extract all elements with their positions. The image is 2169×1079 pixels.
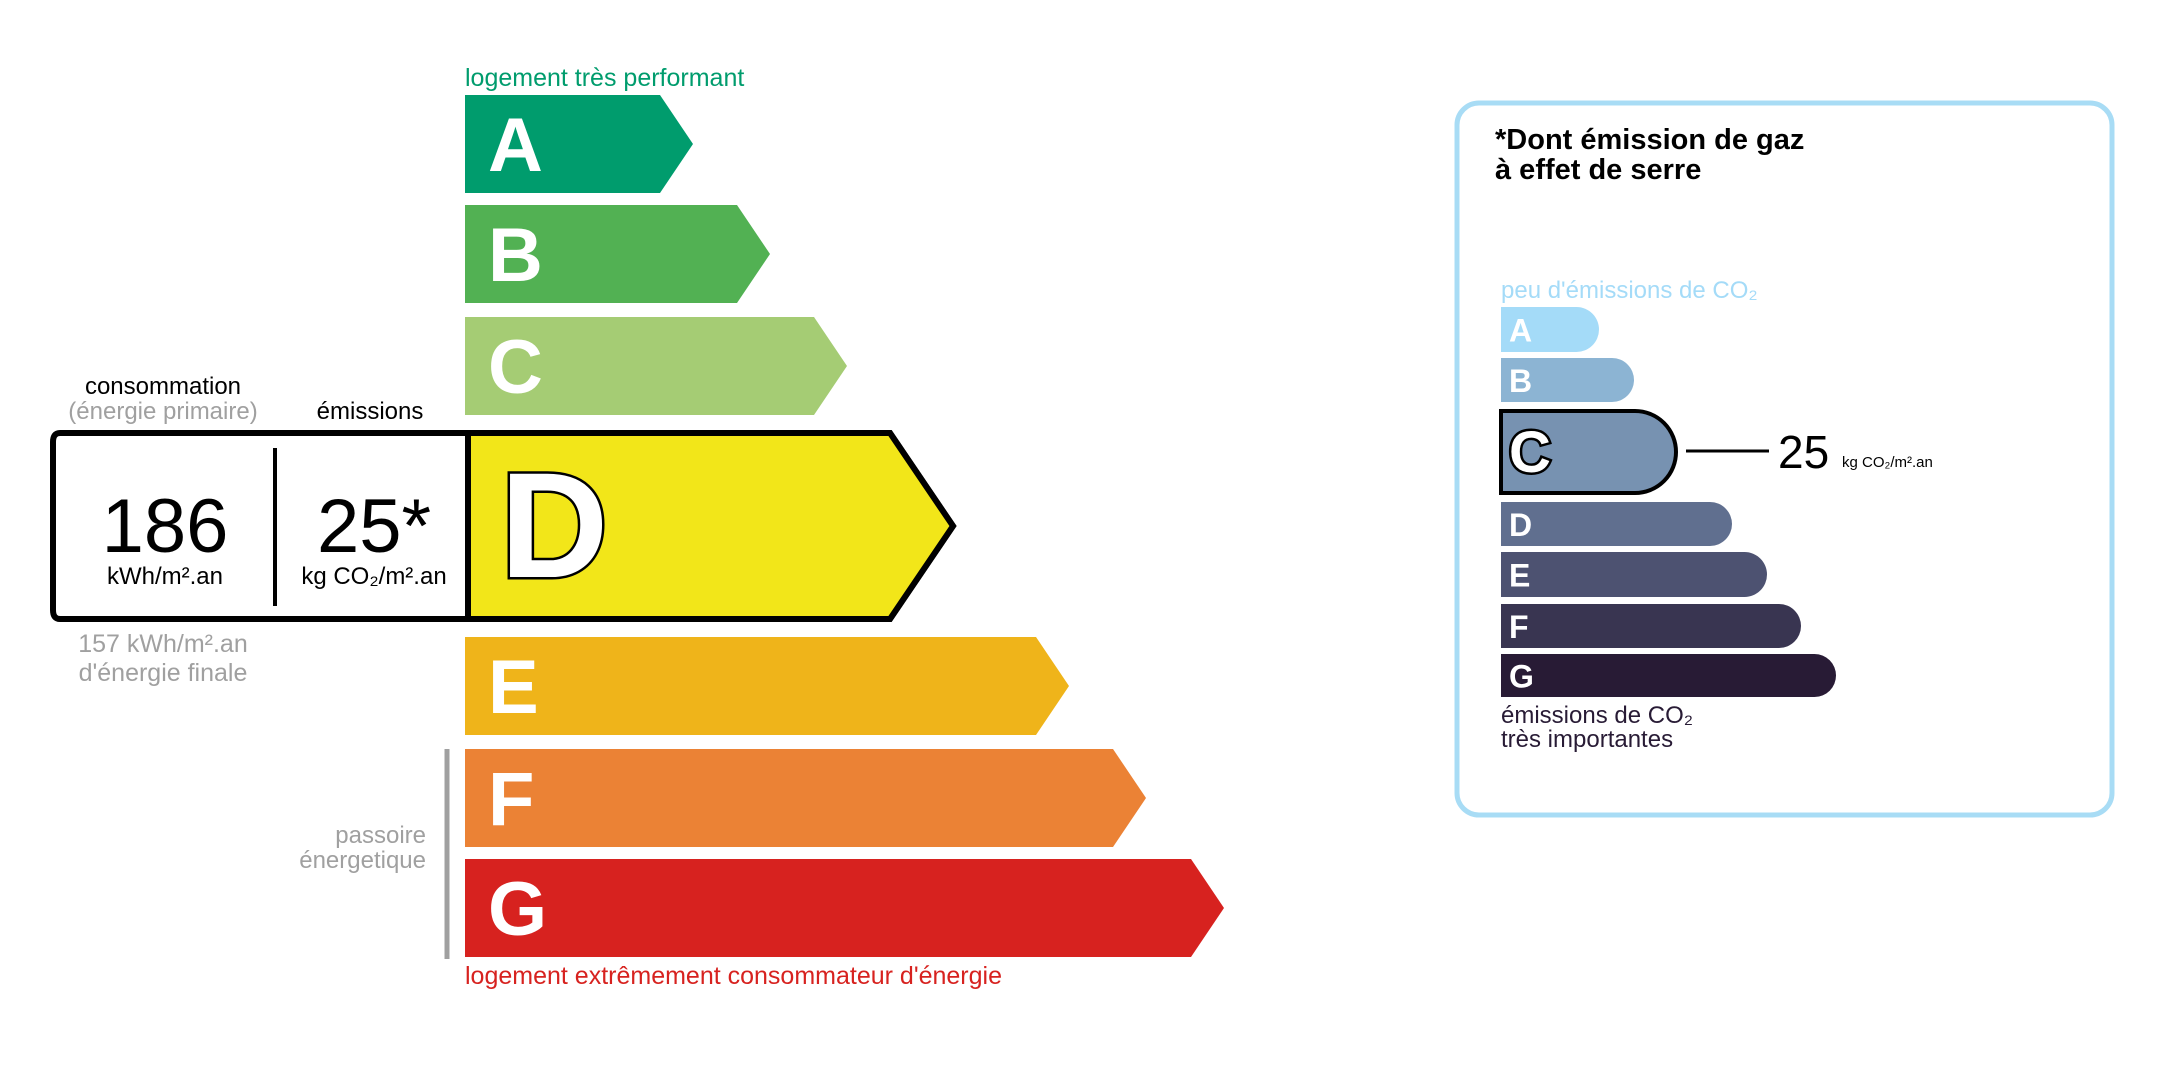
ges-letter-g: G bbox=[1509, 659, 1534, 695]
ges-letter-a: A bbox=[1509, 313, 1532, 349]
energy-letter-a: A bbox=[488, 103, 543, 188]
passoire-label-line1: passoire bbox=[335, 822, 426, 849]
ges-letter-b: B bbox=[1509, 363, 1532, 399]
final-energy-value: 157 kWh/m².an bbox=[78, 630, 248, 658]
ges-bar-g bbox=[1501, 654, 1836, 697]
energy-bottom-label: logement extrêmement consommateur d'éner… bbox=[465, 962, 1002, 990]
ges-bottom-line2: très importantes bbox=[1501, 726, 1673, 753]
energy-bar-c bbox=[465, 317, 847, 415]
emissions-unit: kg CO₂/m².an bbox=[301, 563, 446, 590]
emissions-value: 25* bbox=[317, 484, 431, 569]
ges-bar-c bbox=[1499, 409, 1678, 495]
ges-title-line2: à effet de serre bbox=[1495, 154, 1701, 186]
ges-letter-c: C bbox=[1509, 420, 1551, 485]
energy-letter-f: F bbox=[488, 757, 534, 842]
energy-bar-b bbox=[465, 205, 770, 303]
ges-bar-d bbox=[1501, 502, 1732, 546]
emissions-header: émissions bbox=[317, 398, 424, 425]
current-energy-letter: D bbox=[500, 441, 608, 609]
ges-bar-b bbox=[1501, 358, 1634, 402]
ges-unit: kg CO₂/m².an bbox=[1842, 454, 1933, 471]
energy-letter-b: B bbox=[488, 213, 543, 298]
consumption-header: consommation bbox=[85, 373, 241, 400]
ges-bar-e bbox=[1501, 552, 1767, 597]
energy-letter-e: E bbox=[488, 645, 539, 730]
ges-bar-a bbox=[1501, 307, 1599, 352]
ges-title-line1: *Dont émission de gaz bbox=[1495, 124, 1804, 156]
energy-bar-f bbox=[465, 749, 1146, 847]
energy-letter-c: C bbox=[488, 325, 543, 410]
consumption-unit: kWh/m².an bbox=[107, 563, 223, 590]
ges-bar-f bbox=[1501, 604, 1801, 648]
energy-bar-a bbox=[465, 95, 693, 193]
consumption-value: 186 bbox=[102, 484, 229, 569]
ges-top-label: peu d'émissions de CO₂ bbox=[1501, 277, 1758, 304]
passoire-label-line2: énergetique bbox=[299, 847, 426, 874]
energy-letter-g: G bbox=[488, 867, 547, 952]
energy-scale: ABC EFG bbox=[465, 95, 1224, 957]
energy-bar-e bbox=[465, 637, 1069, 735]
ges-value: 25 bbox=[1778, 426, 1829, 478]
ges-bottom-line1: émissions de CO₂ bbox=[1501, 702, 1693, 729]
ges-letter-d: D bbox=[1509, 507, 1532, 543]
ges-letter-f: F bbox=[1509, 609, 1529, 645]
consumption-subheader: (énergie primaire) bbox=[68, 398, 257, 425]
energy-top-label: logement très performant bbox=[465, 64, 744, 92]
energy-bar-g bbox=[465, 859, 1224, 957]
ges-letter-e: E bbox=[1509, 558, 1530, 594]
final-energy-label: d'énergie finale bbox=[79, 659, 248, 687]
